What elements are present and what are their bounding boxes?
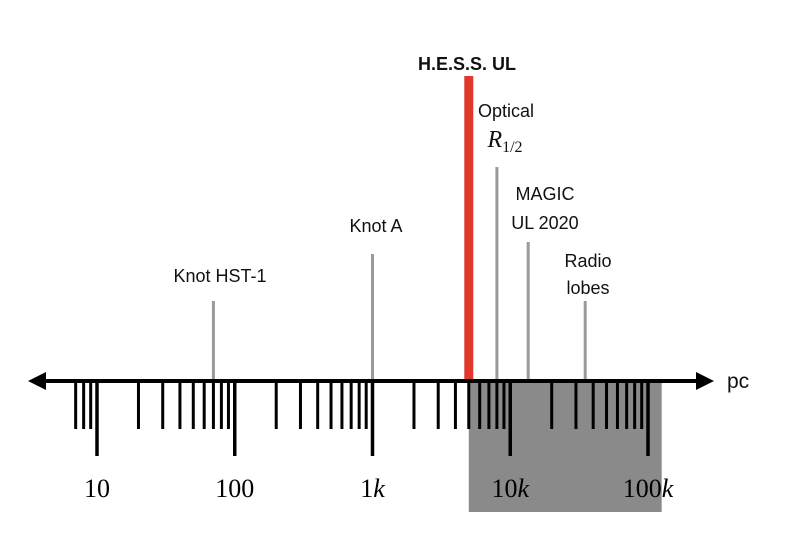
marker-label-radio-lobes: Radio <box>564 251 611 271</box>
marker-magic-ul-2020: MAGIC UL 2020 <box>511 184 579 381</box>
marker-label-knot-hst-1: Knot HST-1 <box>173 266 266 286</box>
tick-label: 10k <box>491 474 529 503</box>
axis-unit-label: pc <box>727 370 749 393</box>
tick-label: 100k <box>623 474 674 503</box>
marker-label-hess-ul: H.E.S.S. UL <box>418 54 516 74</box>
minor-ticks <box>74 381 644 429</box>
marker-optical-r-half: Optical R1/2 <box>478 101 534 381</box>
marker-radio-lobes: Radio lobes <box>564 251 612 381</box>
major-ticks <box>95 381 650 456</box>
tick-label: 1k <box>360 474 385 503</box>
marker-label-knot-a: Knot A <box>349 216 402 236</box>
marker-hess-ul: H.E.S.S. UL <box>418 54 516 381</box>
tick-label: 10 <box>84 474 110 503</box>
marker-label-radio-lobes: lobes <box>566 278 609 298</box>
markers: Knot HST-1 Knot A H.E.S.S. UL Optical R1/2 MA… <box>173 54 612 381</box>
marker-knot-hst-1: Knot HST-1 <box>173 266 267 381</box>
axis-right-arrow-icon <box>696 372 714 390</box>
marker-knot-a: Knot A <box>349 216 403 381</box>
marker-label-optical-r-half: Optical <box>478 101 534 121</box>
marker-label-magic-ul-2020: MAGIC <box>515 184 574 204</box>
tick-label: 100 <box>215 474 254 503</box>
tick-labels: 10 100 1k 10k 100k <box>84 474 674 503</box>
shaded-region <box>468 381 662 512</box>
marker-math-label: R1/2 <box>486 127 522 156</box>
marker-label-magic-ul-2020: UL 2020 <box>511 213 578 233</box>
axis-left-arrow-icon <box>28 372 46 390</box>
